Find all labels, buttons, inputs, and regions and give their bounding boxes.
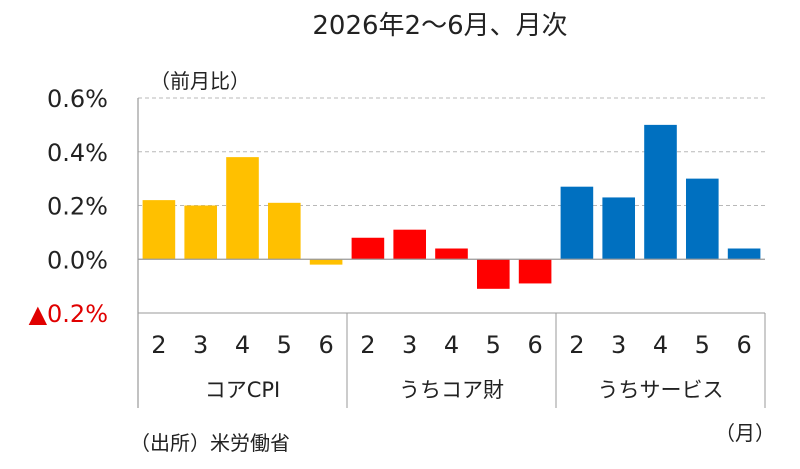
y-tick-label: 0.0%	[47, 246, 108, 274]
bar	[644, 124, 677, 260]
x-tick-label: 3	[193, 331, 208, 359]
y-tick-label: ▲0.2%	[29, 300, 108, 328]
bar	[226, 157, 259, 260]
bar	[518, 259, 552, 284]
bar	[602, 197, 636, 260]
bar	[267, 202, 301, 260]
y-tick-label: 0.6%	[47, 85, 108, 113]
x-tick-label: 2	[569, 331, 584, 359]
x-tick-label: 4	[444, 331, 459, 359]
bar	[727, 248, 761, 260]
bar	[685, 178, 719, 260]
x-tick-label: 2	[151, 331, 166, 359]
x-tick-label: 4	[235, 331, 250, 359]
x-axis-label: （月）	[715, 421, 775, 445]
bars	[142, 124, 761, 289]
y-tick-label: 0.4%	[47, 139, 108, 167]
x-tick-label: 3	[402, 331, 417, 359]
bar	[393, 229, 427, 260]
group-labels: コアCPI うちコア財 うちサービス	[205, 378, 724, 402]
bar	[309, 259, 343, 265]
x-tick-label: 5	[486, 331, 501, 359]
y-tick-labels: 0.6% 0.4% 0.2% 0.0% ▲0.2%	[29, 85, 108, 328]
axes	[137, 98, 766, 408]
chart-title: 2026年2～6月、月次	[312, 11, 567, 41]
x-tick-label: 6	[527, 331, 542, 359]
x-tick-label: 5	[695, 331, 710, 359]
bar	[142, 200, 176, 260]
x-tick-label: 6	[318, 331, 333, 359]
bar	[476, 259, 510, 289]
source-note: （出所）米労働省	[130, 431, 290, 455]
group-label: うちコア財	[399, 378, 504, 402]
bar	[560, 186, 594, 260]
x-tick-label: 5	[277, 331, 292, 359]
bar	[184, 205, 218, 260]
x-tick-label: 4	[653, 331, 668, 359]
y-tick-label: 0.2%	[47, 193, 108, 221]
x-tick-label: 6	[736, 331, 751, 359]
group-label: コアCPI	[205, 378, 281, 402]
x-tick-label: 2	[360, 331, 375, 359]
x-tick-label: 3	[611, 331, 626, 359]
y-axis-label: （前月比）	[150, 69, 250, 93]
group-label: うちサービス	[598, 378, 724, 402]
bar	[435, 248, 468, 260]
bar	[351, 237, 385, 260]
